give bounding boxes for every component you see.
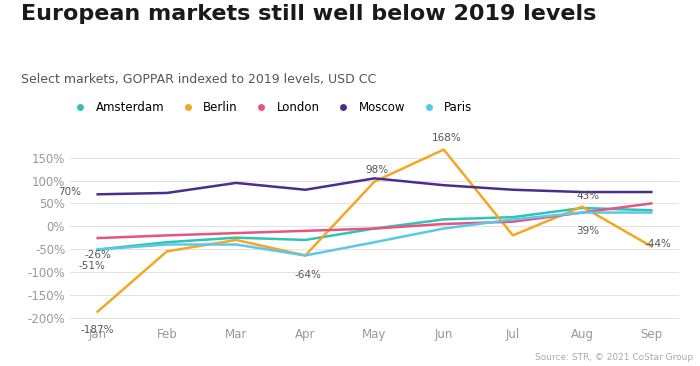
London bbox=[370, 226, 379, 231]
Paris bbox=[509, 217, 517, 221]
Text: Select markets, GOPPAR indexed to 2019 levels, USD CC: Select markets, GOPPAR indexed to 2019 l… bbox=[21, 73, 377, 86]
Berlin bbox=[578, 205, 587, 209]
London bbox=[647, 201, 655, 206]
Paris bbox=[162, 242, 171, 247]
Amsterdam bbox=[440, 217, 448, 221]
Text: -187%: -187% bbox=[81, 325, 114, 335]
Text: 39%: 39% bbox=[576, 225, 599, 236]
Text: -64%: -64% bbox=[295, 270, 321, 280]
London bbox=[509, 220, 517, 224]
Text: -44%: -44% bbox=[645, 239, 672, 249]
Amsterdam bbox=[232, 235, 240, 240]
Paris bbox=[301, 253, 309, 258]
Line: London: London bbox=[98, 203, 651, 238]
Berlin bbox=[509, 233, 517, 238]
Berlin bbox=[232, 238, 240, 242]
Moscow bbox=[440, 183, 448, 187]
Moscow bbox=[232, 181, 240, 185]
Moscow bbox=[94, 192, 102, 197]
Moscow bbox=[647, 190, 655, 194]
Berlin bbox=[162, 249, 171, 254]
Amsterdam bbox=[370, 226, 379, 231]
London bbox=[94, 236, 102, 240]
London bbox=[301, 229, 309, 233]
Line: Paris: Paris bbox=[98, 213, 651, 255]
Moscow bbox=[301, 187, 309, 192]
Moscow bbox=[162, 191, 171, 195]
Paris bbox=[647, 210, 655, 215]
London bbox=[232, 231, 240, 235]
London bbox=[162, 233, 171, 238]
Amsterdam bbox=[94, 247, 102, 252]
Line: Moscow: Moscow bbox=[98, 178, 651, 194]
Berlin bbox=[370, 179, 379, 184]
London bbox=[578, 210, 587, 215]
Line: Amsterdam: Amsterdam bbox=[98, 208, 651, 250]
Paris bbox=[232, 242, 240, 247]
Text: -51%: -51% bbox=[78, 261, 106, 271]
Amsterdam bbox=[578, 206, 587, 210]
Text: Source: STR, © 2021 CoStar Group: Source: STR, © 2021 CoStar Group bbox=[535, 353, 693, 362]
Berlin bbox=[301, 253, 309, 258]
Text: 70%: 70% bbox=[58, 187, 81, 197]
Amsterdam bbox=[301, 238, 309, 242]
Moscow bbox=[370, 176, 379, 180]
London bbox=[440, 222, 448, 226]
Line: Berlin: Berlin bbox=[98, 150, 651, 311]
Berlin bbox=[647, 244, 655, 249]
Paris bbox=[578, 210, 587, 215]
Paris bbox=[440, 226, 448, 231]
Amsterdam bbox=[647, 208, 655, 213]
Text: 43%: 43% bbox=[576, 191, 599, 201]
Legend: Amsterdam, Berlin, London, Moscow, Paris: Amsterdam, Berlin, London, Moscow, Paris bbox=[64, 96, 477, 119]
Moscow bbox=[509, 187, 517, 192]
Paris bbox=[94, 247, 102, 252]
Text: 168%: 168% bbox=[432, 134, 461, 143]
Text: -26%: -26% bbox=[84, 250, 111, 260]
Amsterdam bbox=[162, 240, 171, 244]
Paris bbox=[370, 240, 379, 244]
Text: 98%: 98% bbox=[365, 165, 389, 175]
Amsterdam bbox=[509, 215, 517, 219]
Moscow bbox=[578, 190, 587, 194]
Berlin bbox=[440, 147, 448, 152]
Text: European markets still well below 2019 levels: European markets still well below 2019 l… bbox=[21, 4, 596, 24]
Berlin bbox=[94, 309, 102, 314]
